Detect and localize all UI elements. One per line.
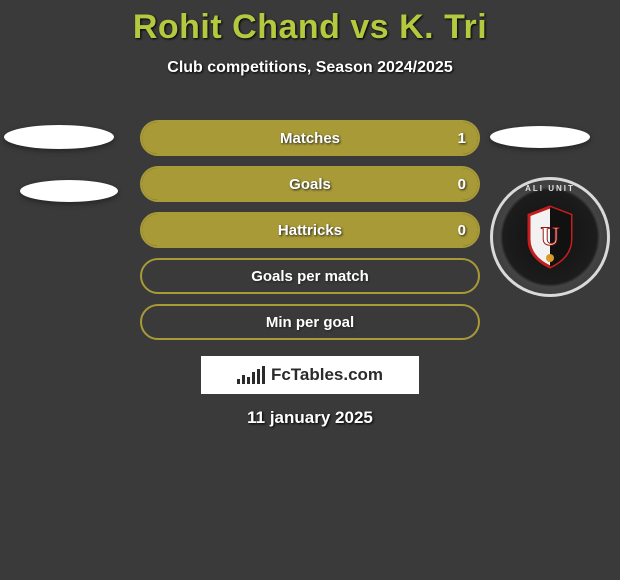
- badge-top-text: ALI UNIT: [493, 184, 607, 193]
- date-text: 11 january 2025: [0, 408, 620, 428]
- brand-text: FcTables.com: [271, 365, 383, 385]
- stat-row: Matches 1: [140, 120, 480, 156]
- stat-row: Goals 0: [140, 166, 480, 202]
- decor-ellipse-left-2: [20, 180, 118, 202]
- stat-value: 1: [458, 130, 466, 147]
- bars-chart-icon: [237, 366, 265, 384]
- stat-label: Matches: [280, 130, 340, 147]
- stat-value: 0: [458, 222, 466, 239]
- stat-label: Goals per match: [251, 268, 369, 285]
- shield-icon: U: [525, 205, 575, 269]
- stat-label: Min per goal: [266, 314, 354, 331]
- stat-label: Goals: [289, 176, 331, 193]
- stat-value: 0: [458, 176, 466, 193]
- subtitle: Club competitions, Season 2024/2025: [0, 59, 620, 77]
- brand-box: FcTables.com: [201, 356, 419, 394]
- stat-row: Goals per match: [140, 258, 480, 294]
- decor-ellipse-left-1: [4, 125, 114, 149]
- stats-container: Matches 1 Goals 0 Hattricks 0 Goals per …: [140, 120, 480, 350]
- svg-text:U: U: [541, 222, 560, 251]
- stat-row: Min per goal: [140, 304, 480, 340]
- stat-label: Hattricks: [278, 222, 342, 239]
- club-badge: ALI UNIT U: [490, 177, 610, 297]
- stat-row: Hattricks 0: [140, 212, 480, 248]
- page-title: Rohit Chand vs K. Tri: [0, 0, 620, 47]
- decor-ellipse-right-1: [490, 126, 590, 148]
